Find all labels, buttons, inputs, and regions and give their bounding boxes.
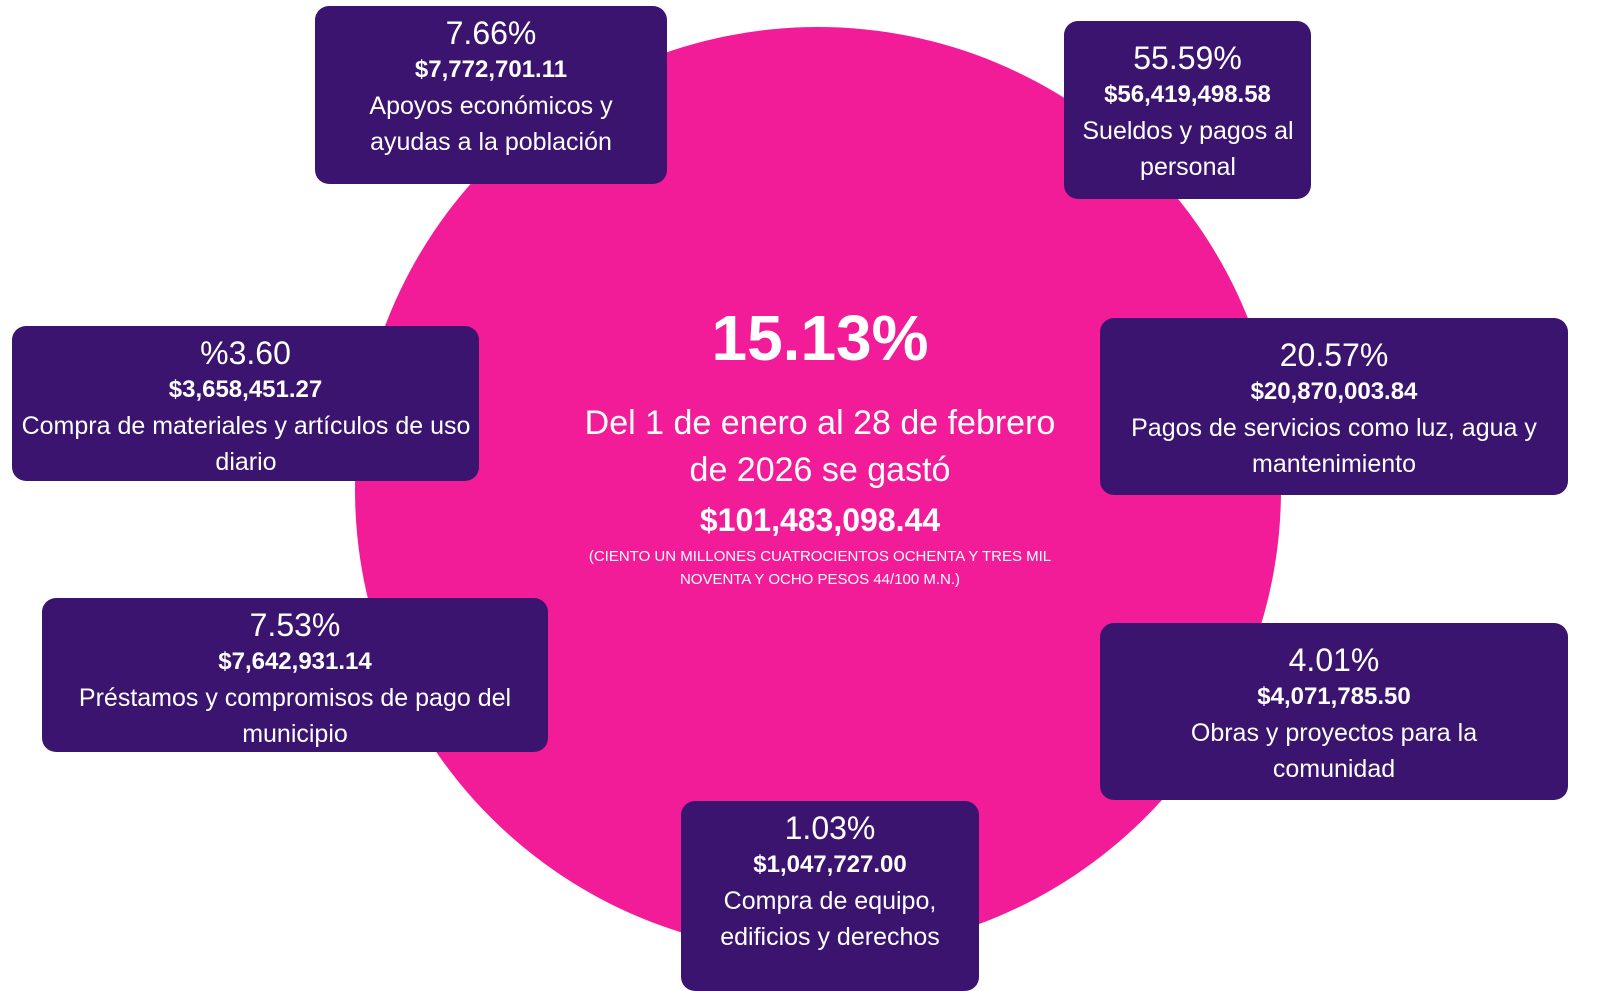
category-box: 1.03% $1,047,727.00 Compra de equipo, edif…	[681, 801, 979, 991]
category-percent: 55.59%	[1133, 40, 1242, 76]
category-box: 55.59% $56,419,498.58 Sueldos y pagos al p…	[1064, 21, 1311, 199]
category-amount: $20,870,003.84	[1250, 378, 1418, 405]
category-label: Compra de equipo, edificios y derechos	[720, 887, 940, 951]
category-label: Compra de materiales y artículos de uso …	[21, 412, 471, 476]
amount-words: (CIENTO UN MILLONES CUATROCIENTOS OCHENT…	[588, 548, 1052, 588]
category-amount: $1,047,727.00	[753, 851, 907, 878]
category-percent: 7.53%	[249, 607, 341, 643]
category-label: Pagos de servicios como luz, agua y mant…	[1131, 414, 1537, 478]
category-label: Obras y proyectos para la comunidad	[1190, 719, 1478, 783]
category-percent: 7.66%	[445, 15, 537, 51]
total-percent: 15.13%	[711, 302, 929, 374]
category-percent: 4.01%	[1288, 642, 1380, 678]
category-box: %3.60 $3,658,451.27 Compra de materiales y…	[12, 326, 479, 481]
period-text: Del 1 de enero al 28 de febrero de 2026 …	[584, 404, 1056, 489]
category-percent: 20.57%	[1279, 337, 1389, 373]
category-box: 4.01% $4,071,785.50 Obras y proyectos para…	[1100, 623, 1568, 800]
category-percent: %3.60	[200, 335, 291, 371]
category-label: Sueldos y pagos al personal	[1082, 117, 1294, 181]
total-amount: $101,483,098.44	[699, 502, 941, 538]
category-amount: $3,658,451.27	[168, 376, 323, 403]
category-amount: $4,071,785.50	[1257, 683, 1411, 710]
category-label: Apoyos económicos y ayudas a la població…	[369, 92, 613, 156]
category-box: 7.66% $7,772,701.11 Apoyos económicos y ay…	[315, 6, 667, 184]
category-amount: $7,772,701.11	[414, 56, 568, 83]
category-label: Préstamos y compromisos de pago del muni…	[78, 684, 512, 748]
category-amount: $7,642,931.14	[218, 648, 372, 675]
category-amount: $56,419,498.58	[1104, 81, 1271, 108]
category-box: 7.53% $7,642,931.14 Préstamos y compromiso…	[42, 598, 548, 752]
category-box: 20.57% $20,870,003.84 Pagos de servicios c…	[1100, 318, 1568, 495]
category-percent: 1.03%	[784, 810, 876, 846]
